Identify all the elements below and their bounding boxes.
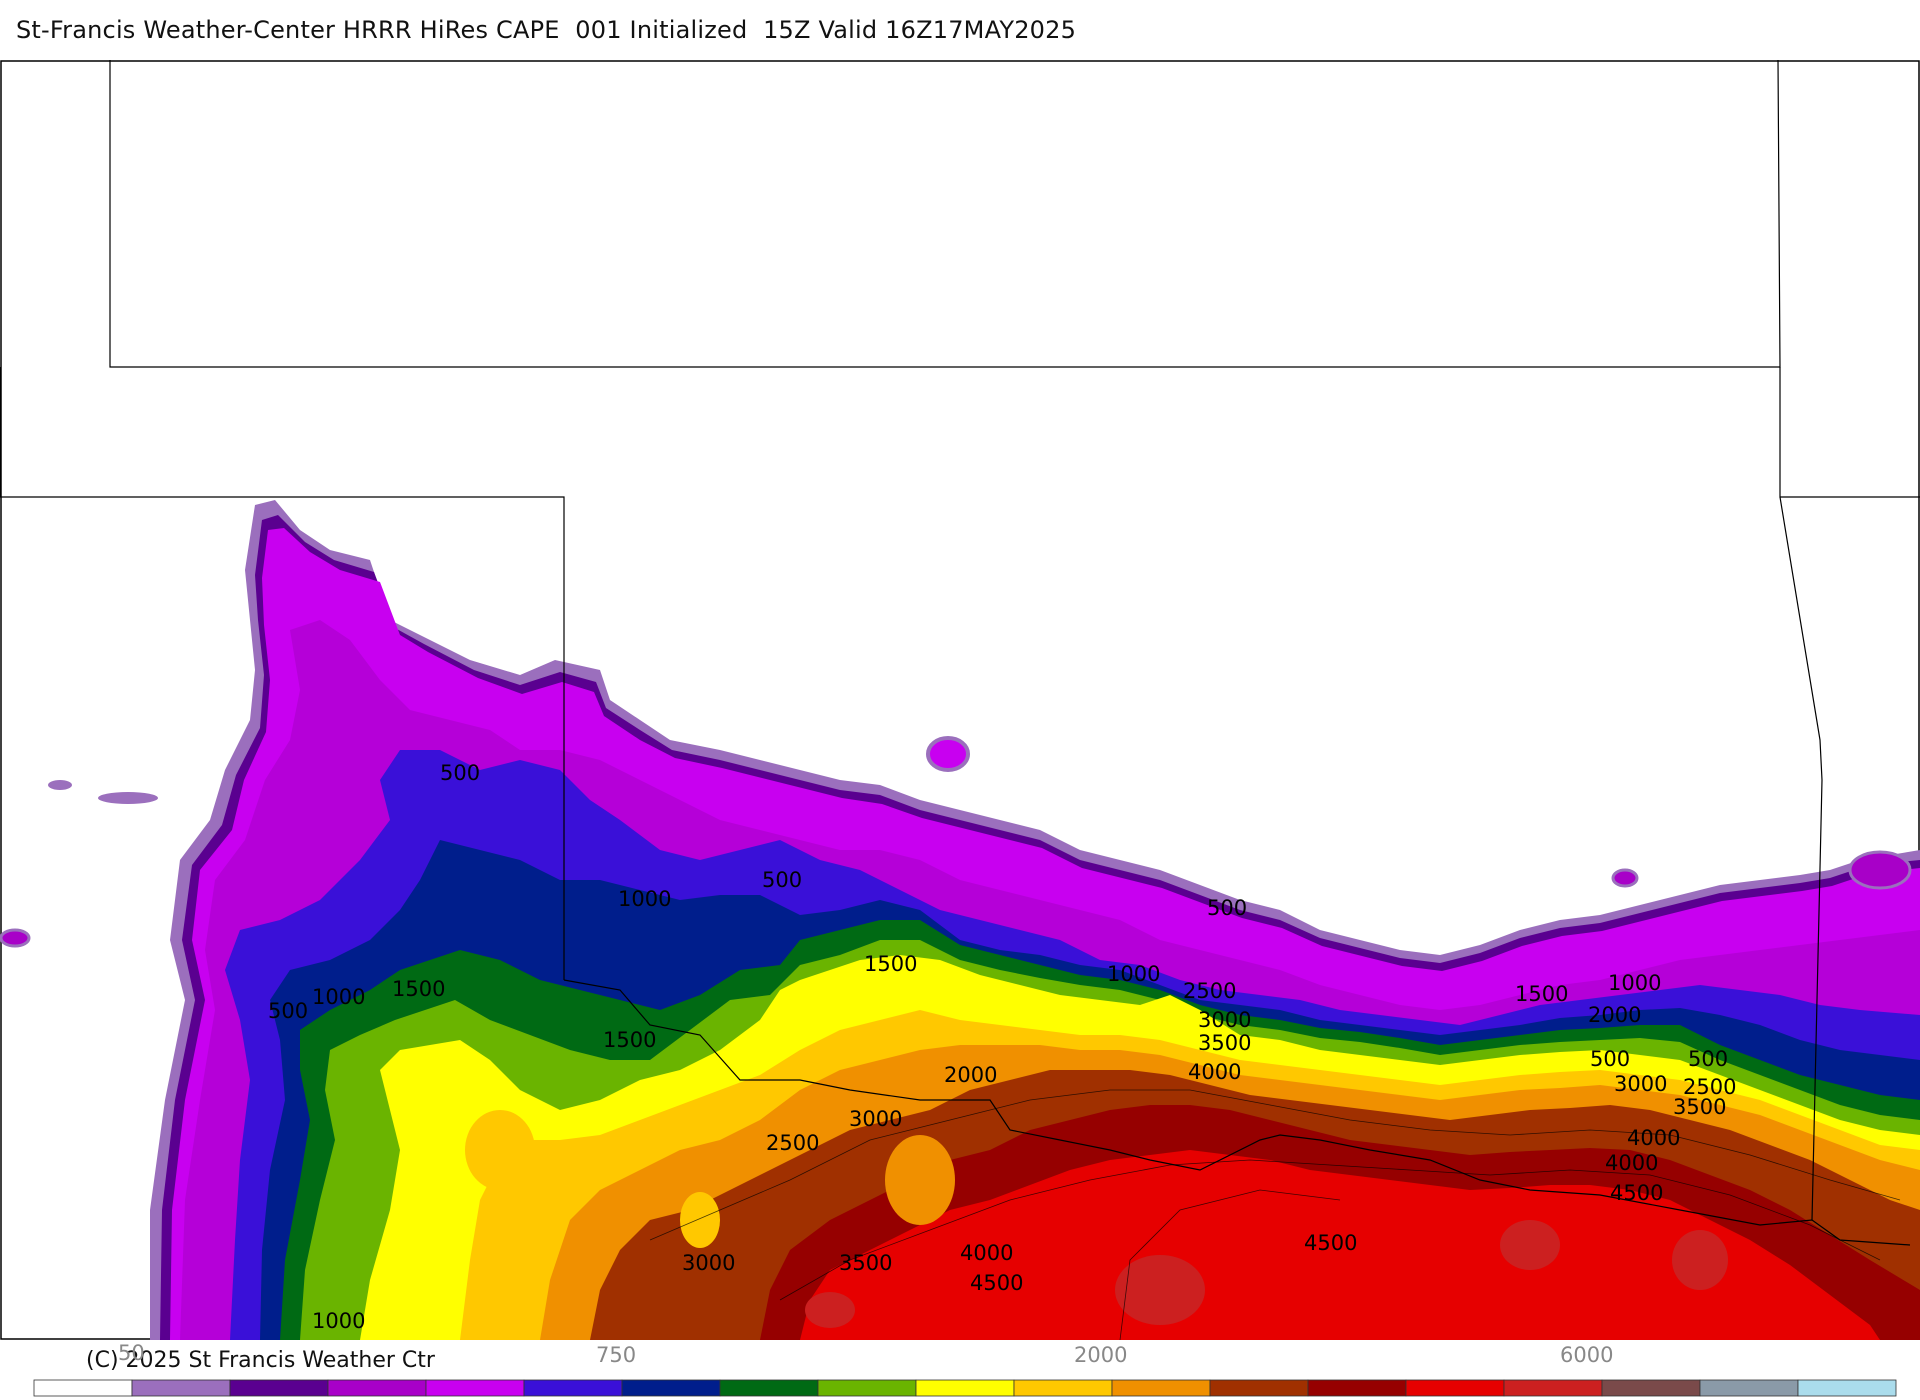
contour-lines	[649, 1089, 1901, 1340]
contour-label: 1000	[1107, 962, 1160, 986]
contour-label: 2000	[1588, 1003, 1641, 1027]
legend-swatch	[1111, 1379, 1211, 1397]
boundary-south	[563, 979, 1911, 1246]
speck-2	[98, 792, 158, 804]
map-title: St-Francis Weather-Center HRRR HiRes CAP…	[16, 16, 1077, 44]
legend-swatch	[1307, 1379, 1407, 1397]
speck-1	[0, 928, 31, 948]
legend-swatch	[1601, 1379, 1701, 1397]
contour-label: 4000	[1188, 1060, 1241, 1084]
color-legend: 50 750 2000 6000	[33, 1341, 1897, 1397]
speck-4	[1848, 850, 1912, 890]
cape-patch-yellow	[465, 1110, 535, 1190]
contour-label: 1000	[312, 985, 365, 1009]
legend-swatch	[1797, 1379, 1897, 1397]
contour-label: 3500	[1198, 1031, 1251, 1055]
legend-swatch	[1503, 1379, 1603, 1397]
contour-label: 4500	[970, 1271, 1023, 1295]
legend-swatch	[915, 1379, 1015, 1397]
cape-spot-3	[805, 1292, 855, 1328]
legend-swatch	[1013, 1379, 1113, 1397]
contour-labels: 500 500 500 500 500 500 1000 1000 1000 1…	[268, 761, 1736, 1333]
boundary-mid	[0, 367, 565, 980]
cape-patch-orange	[885, 1135, 955, 1225]
contour-label: 4000	[960, 1241, 1013, 1265]
legend-swatch	[523, 1379, 623, 1397]
cape-map: 500 500 500 500 500 500 1000 1000 1000 1…	[0, 60, 1920, 1340]
contour-4500	[1119, 1189, 1341, 1340]
contour-4000	[779, 1159, 1881, 1301]
legend-swatch	[1699, 1379, 1799, 1397]
copyright-credit: (C) 2025 St Francis Weather Ctr	[86, 1348, 435, 1373]
legend-swatches	[33, 1379, 1897, 1397]
boundary-east	[1779, 367, 1920, 1221]
legend-swatch	[1405, 1379, 1505, 1397]
legend-swatch	[229, 1379, 329, 1397]
contour-label: 3000	[1614, 1072, 1667, 1096]
isolated-cell	[926, 736, 970, 772]
contour-label: 500	[268, 999, 308, 1023]
legend-swatch	[33, 1379, 133, 1397]
contour-label: 1500	[864, 952, 917, 976]
cape-field	[0, 500, 1920, 1340]
legend-swatch	[425, 1379, 525, 1397]
cape-band-red	[800, 1150, 1880, 1340]
speck-3	[48, 780, 72, 790]
contour-label: 4500	[1304, 1231, 1357, 1255]
legend-swatch	[621, 1379, 721, 1397]
speck-5	[1611, 868, 1639, 888]
contour-label: 2500	[766, 1131, 819, 1155]
contour-label: 4000	[1627, 1126, 1680, 1150]
contour-label: 500	[762, 868, 802, 892]
legend-swatch	[1209, 1379, 1309, 1397]
legend-tick-label: 6000	[1560, 1343, 1613, 1367]
contour-label: 3500	[839, 1251, 892, 1275]
contour-label: 500	[1207, 896, 1247, 920]
contour-label: 2500	[1683, 1075, 1736, 1099]
contour-label: 2000	[944, 1063, 997, 1087]
contour-label: 500	[1590, 1047, 1630, 1071]
legend-tick-label: 2000	[1074, 1343, 1127, 1367]
contour-label: 3000	[682, 1251, 735, 1275]
contour-label: 4000	[1605, 1151, 1658, 1175]
legend-swatch	[817, 1379, 917, 1397]
contour-label: 3500	[1673, 1095, 1726, 1119]
contour-label: 3000	[1198, 1008, 1251, 1032]
boundary-north	[109, 60, 1781, 368]
cape-spot-2	[1500, 1220, 1560, 1270]
legend-tick-label: 750	[596, 1343, 636, 1367]
contour-label: 1500	[392, 977, 445, 1001]
contour-label: 500	[1688, 1047, 1728, 1071]
contour-label: 4500	[1610, 1181, 1663, 1205]
contour-3000	[649, 1089, 1901, 1241]
cape-spot-1	[1115, 1255, 1205, 1325]
legend-swatch	[131, 1379, 231, 1397]
contour-label: 1000	[618, 887, 671, 911]
contour-label: 2500	[1183, 979, 1236, 1003]
cape-patch-gold	[680, 1192, 720, 1248]
state-boundaries	[0, 60, 1920, 1246]
contour-label: 1000	[1608, 971, 1661, 995]
contour-label: 3000	[849, 1107, 902, 1131]
contour-label: 1500	[603, 1028, 656, 1052]
legend-tick-label: 50	[118, 1341, 145, 1365]
contour-label: 500	[440, 761, 480, 785]
cape-spot-4	[1672, 1230, 1728, 1290]
legend-swatch	[327, 1379, 427, 1397]
legend-swatch	[719, 1379, 819, 1397]
contour-label: 1000	[312, 1309, 365, 1333]
contour-label: 1500	[1515, 982, 1568, 1006]
